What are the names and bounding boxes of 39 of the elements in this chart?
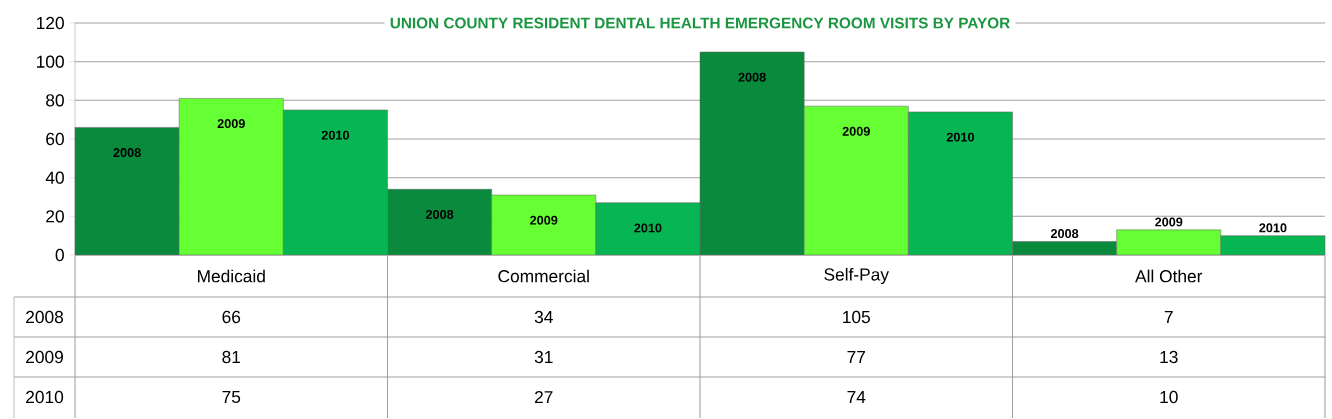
y-tick-label: 0	[55, 249, 64, 262]
series-label: 2009	[1155, 217, 1183, 227]
data-label: 77	[847, 351, 866, 364]
text: 2008	[113, 148, 141, 158]
text: 2008	[425, 210, 454, 220]
text: 2009	[530, 216, 558, 225]
text: 2010	[26, 391, 64, 404]
chart-title: UNION COUNTY RESIDENT DENTAL HEALTH EMERGENCY ROOM VISITS BY PAYOR	[390, 17, 1010, 29]
data-label: 66	[222, 311, 241, 324]
text: 2010	[946, 132, 974, 142]
text: 2009	[26, 351, 63, 364]
data-label: 31	[534, 351, 553, 364]
text: 2008	[738, 72, 766, 82]
series-label: 2010	[1259, 223, 1287, 233]
x-tick-label: Commercial	[498, 269, 589, 283]
data-label: 27	[535, 391, 553, 404]
x-tick-label: Medicaid	[198, 269, 265, 283]
data-label: 10	[1160, 391, 1178, 404]
y-tick-label: 120	[37, 17, 64, 30]
text: 2008	[26, 311, 64, 324]
data-label: 105	[843, 311, 870, 324]
text: 2010	[321, 130, 349, 140]
y-tick-label: 60	[46, 133, 64, 146]
text: 2009	[217, 119, 245, 129]
data-label: 81	[222, 351, 241, 364]
text: 2009	[842, 127, 870, 137]
y-tick-label: 100	[37, 55, 64, 69]
text: 2010	[634, 223, 662, 233]
x-tick-label: All Other	[1135, 269, 1203, 283]
data-label: 13	[1160, 351, 1178, 364]
data-label: 75	[222, 391, 241, 404]
series-label: 2008	[1050, 229, 1079, 239]
y-tick-label: 20	[46, 210, 64, 223]
y-tick-label: 40	[45, 171, 64, 185]
data-label: 34	[534, 311, 553, 324]
x-tick-label: Self-Pay	[824, 268, 889, 285]
y-tick-label: 80	[46, 94, 64, 107]
data-label: 7	[1164, 311, 1173, 324]
data-label: 74	[847, 391, 866, 404]
